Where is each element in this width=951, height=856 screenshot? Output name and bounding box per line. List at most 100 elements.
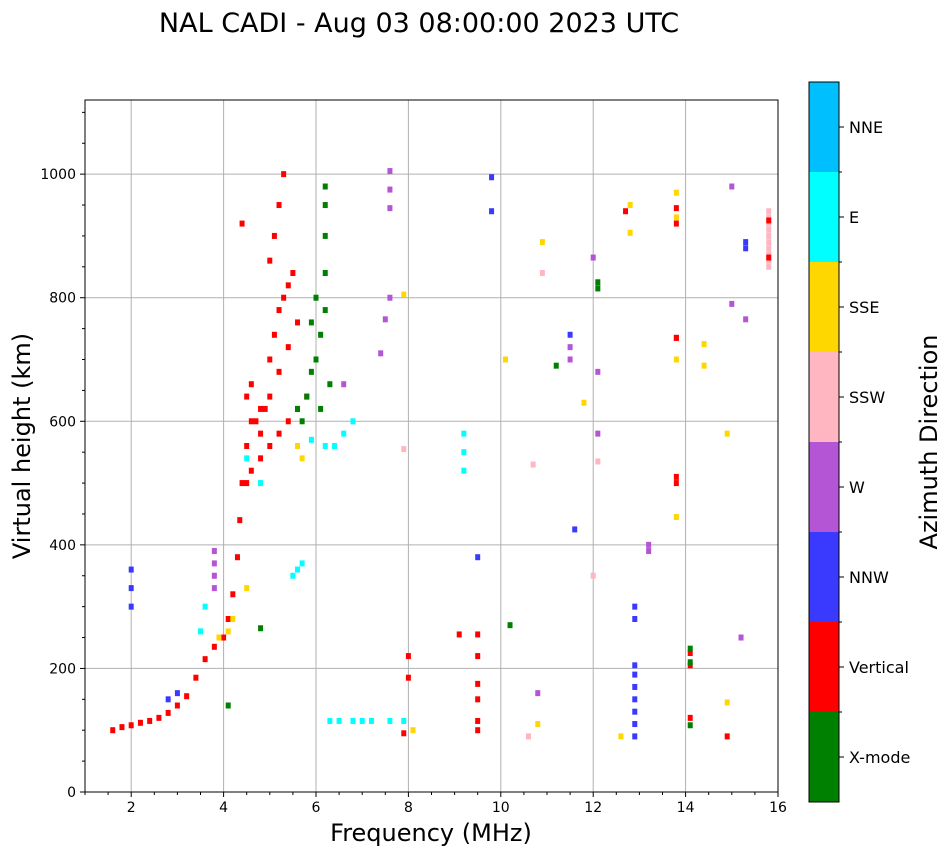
echo-point: [110, 727, 116, 734]
echo-point: [632, 603, 638, 610]
echo-point: [295, 319, 301, 326]
echo-point: [225, 616, 231, 622]
echo-point: [743, 239, 749, 246]
echo-point: [502, 356, 508, 363]
echo-point: [276, 307, 282, 314]
echo-point: [290, 572, 296, 579]
echo-point: [567, 344, 573, 351]
colorbar-label: NNE: [849, 118, 883, 137]
echo-point: [489, 174, 495, 181]
grid-lines: [85, 100, 779, 793]
echo-point: [271, 232, 277, 239]
echo-point: [729, 183, 735, 190]
echo-point: [632, 671, 638, 678]
echo-point: [766, 257, 772, 264]
x-tick-label: 14: [677, 800, 695, 816]
echo-point: [244, 393, 250, 400]
echo-point: [595, 458, 601, 465]
echo-point: [184, 693, 190, 700]
echo-point: [237, 517, 243, 524]
x-tick-label: 4: [219, 800, 228, 816]
echo-point: [211, 643, 217, 650]
y-tick-label: 600: [49, 414, 76, 430]
echo-point: [766, 217, 772, 224]
echo-point: [387, 205, 393, 212]
echo-point: [322, 183, 328, 190]
echo-point: [724, 699, 730, 706]
echo-point: [285, 282, 291, 289]
echo-point: [258, 480, 264, 487]
echo-point: [276, 368, 282, 375]
echo-point: [258, 455, 264, 462]
colorbar-segment: [809, 82, 839, 172]
echo-point: [738, 634, 744, 641]
y-axis-label: Virtual height (km): [8, 333, 36, 559]
echo-point: [234, 554, 240, 561]
echo-point: [595, 430, 601, 437]
echo-point: [322, 307, 328, 314]
echo-point: [308, 368, 314, 375]
echo-point: [285, 344, 291, 351]
echo-point: [646, 541, 652, 548]
echo-point: [299, 418, 305, 425]
echo-point: [119, 724, 125, 731]
echo-point: [313, 294, 319, 301]
echo-point: [239, 220, 245, 227]
echo-point: [687, 649, 693, 656]
echo-point: [766, 208, 772, 215]
echo-point: [632, 683, 638, 690]
echo-point: [239, 480, 245, 487]
echo-point: [368, 717, 374, 724]
echo-point: [230, 591, 236, 598]
echo-point: [230, 616, 236, 622]
echo-point: [507, 622, 513, 629]
colorbar-segment: [809, 622, 839, 712]
echo-point: [701, 362, 707, 369]
x-tick-label: 16: [769, 800, 787, 816]
echo-point: [244, 480, 250, 487]
echo-point: [258, 625, 264, 632]
echo-point: [276, 202, 282, 209]
colorbar-title: Azimuth Direction: [915, 335, 943, 550]
echo-marks: [110, 168, 772, 740]
colorbar-segment: [809, 352, 839, 442]
echo-point: [724, 733, 730, 740]
echo-point: [128, 566, 134, 573]
echo-point: [535, 721, 541, 728]
echo-point: [281, 294, 287, 301]
echo-point: [632, 708, 638, 715]
echo-point: [253, 418, 259, 425]
echo-point: [350, 418, 356, 425]
echo-point: [766, 214, 772, 221]
x-axis-label: Frequency (MHz): [330, 819, 532, 847]
echo-point: [632, 696, 638, 703]
echo-point: [299, 455, 305, 462]
echo-point: [567, 356, 573, 363]
echo-point: [322, 232, 328, 239]
plot-background: [85, 100, 778, 792]
echo-point: [475, 631, 481, 638]
echo-point: [225, 702, 231, 709]
echo-point: [530, 461, 536, 468]
echo-point: [318, 405, 324, 412]
y-tick-label: 0: [67, 785, 76, 801]
echo-point: [687, 714, 693, 721]
echo-point: [295, 566, 301, 573]
echo-point: [724, 430, 730, 437]
echo-point: [673, 189, 679, 196]
echo-point: [285, 418, 291, 425]
y-tick-label: 800: [49, 291, 76, 307]
echo-point: [327, 717, 333, 724]
echo-point: [295, 443, 301, 449]
colorbar-label: Vertical: [849, 658, 909, 677]
echo-point: [673, 205, 679, 212]
echo-point: [535, 690, 541, 697]
echo-point: [322, 270, 328, 276]
chart-title: NAL CADI - Aug 03 08:00:00 2023 UTC: [159, 8, 679, 39]
echo-point: [341, 430, 347, 437]
echo-point: [618, 733, 624, 740]
echo-point: [165, 696, 171, 703]
echo-point: [701, 341, 707, 348]
colorbar-segment: [809, 712, 839, 802]
